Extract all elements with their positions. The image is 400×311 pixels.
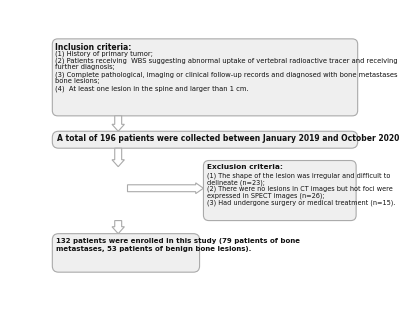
- Text: A total of 196 patients were collected between January 2019 and October 2020.: A total of 196 patients were collected b…: [57, 134, 400, 143]
- Text: metastases, 53 patients of benign bone lesions).: metastases, 53 patients of benign bone l…: [56, 246, 252, 252]
- Text: (3) Complete pathological, imaging or clinical follow-up records and diagnosed w: (3) Complete pathological, imaging or cl…: [56, 71, 400, 78]
- Text: (1) History of primary tumor;: (1) History of primary tumor;: [56, 50, 153, 57]
- Text: delineate (n=23);: delineate (n=23);: [206, 179, 264, 185]
- Text: bone lesions;: bone lesions;: [56, 78, 100, 84]
- Text: 132 patients were enrolled in this study (79 patients of bone: 132 patients were enrolled in this study…: [56, 238, 300, 244]
- FancyBboxPatch shape: [204, 160, 356, 220]
- Polygon shape: [112, 220, 124, 234]
- Text: Exclusion criteria:: Exclusion criteria:: [206, 165, 282, 170]
- Text: expressed in SPECT images (n=26);: expressed in SPECT images (n=26);: [206, 193, 324, 199]
- Text: further diagnosis;: further diagnosis;: [56, 64, 115, 70]
- Text: (1) The shape of the lesion was irregular and difficult to: (1) The shape of the lesion was irregula…: [206, 172, 390, 179]
- FancyBboxPatch shape: [52, 131, 358, 148]
- Text: (3) Had undergone surgery or medical treatment (n=15).: (3) Had undergone surgery or medical tre…: [206, 200, 395, 206]
- Text: (2) Patients receiving  WBS suggesting abnormal uptake of vertebral radioactive : (2) Patients receiving WBS suggesting ab…: [56, 57, 400, 64]
- Polygon shape: [112, 116, 124, 131]
- Text: Inclusion criteria:: Inclusion criteria:: [56, 43, 132, 52]
- FancyBboxPatch shape: [52, 39, 358, 116]
- Polygon shape: [128, 183, 204, 194]
- Polygon shape: [112, 148, 124, 167]
- FancyBboxPatch shape: [52, 234, 200, 272]
- Text: (2) There were no lesions in CT images but hot foci were: (2) There were no lesions in CT images b…: [206, 186, 392, 193]
- Text: (4)  At least one lesion in the spine and larger than 1 cm.: (4) At least one lesion in the spine and…: [56, 85, 249, 91]
